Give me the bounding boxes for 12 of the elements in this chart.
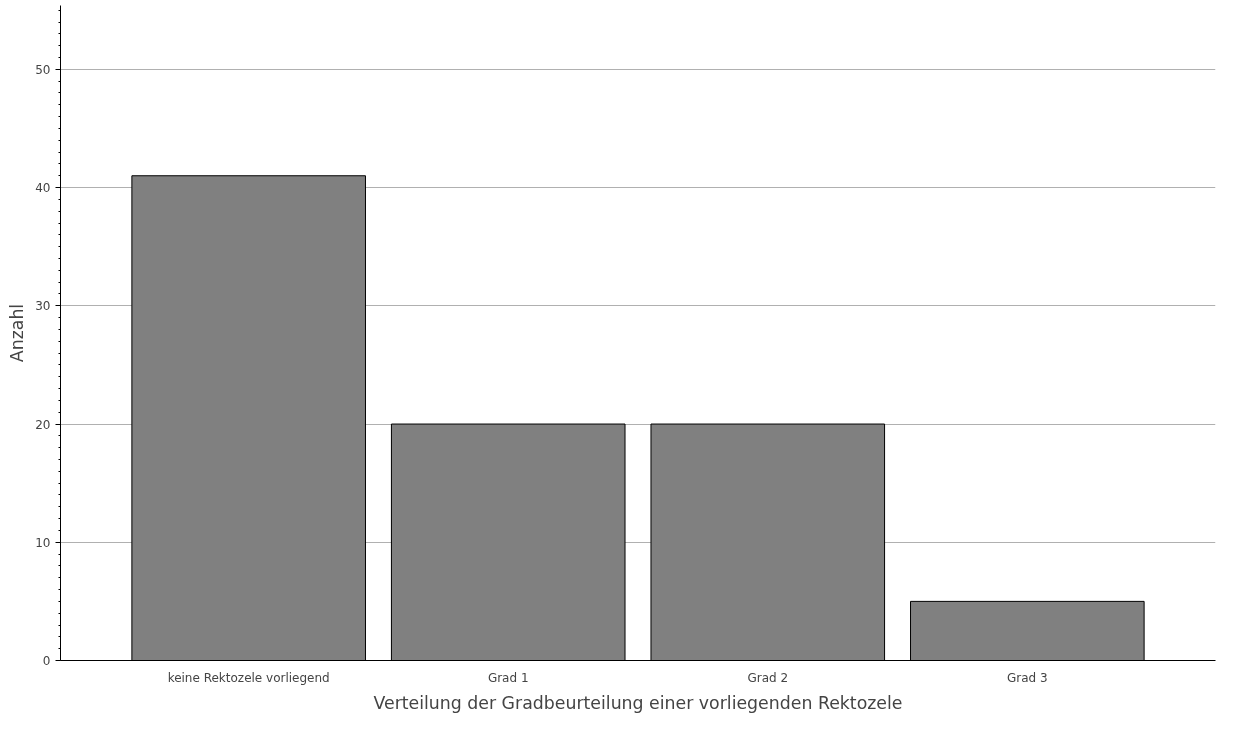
y-tick-label: 20 [35,417,51,432]
x-tick-label: Grad 1 [487,670,529,685]
x-tick-label: Grad 2 [747,670,789,685]
x-tick-label: keine Rektozele vorliegend [167,670,330,685]
y-tick-label: 50 [35,62,51,77]
y-tick-label: 30 [35,299,51,314]
y-tick-label: 0 [42,654,51,668]
y-tick-label: 10 [35,535,51,550]
x-axis-title: Verteilung der Gradbeurteilung einer vorliegenden Rektozele [373,692,903,713]
y-axis-title: Anzahl [7,303,28,363]
y-tick-label: 40 [35,181,51,196]
x-tick-label: Grad 3 [1007,670,1048,685]
